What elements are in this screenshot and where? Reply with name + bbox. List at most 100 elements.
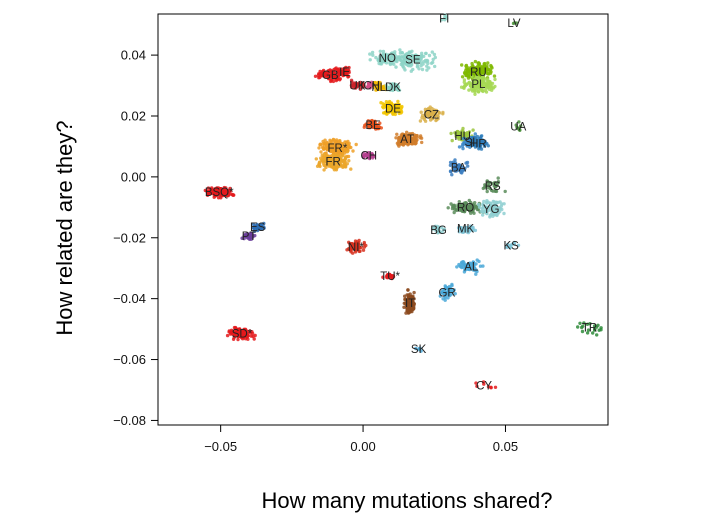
data-point-yg xyxy=(476,202,481,207)
data-point-rs xyxy=(485,189,489,194)
data-point-fr xyxy=(323,157,328,162)
data-point-de xyxy=(387,107,391,111)
cluster-label-hr: HR xyxy=(470,138,487,150)
data-point-fr xyxy=(354,142,358,147)
data-point-fr xyxy=(325,161,329,165)
data-point-ie xyxy=(335,68,340,72)
data-point-ru xyxy=(463,72,467,76)
data-point-fr xyxy=(345,150,350,154)
data-point-se xyxy=(430,50,434,54)
data-point-de xyxy=(396,99,400,104)
data-point-ro xyxy=(466,205,470,209)
data-point-be xyxy=(366,119,370,123)
data-point-rs xyxy=(492,184,496,188)
data-point-pl xyxy=(476,90,481,94)
cluster-label-al: AL xyxy=(464,262,479,274)
y-tick-label: 0.02 xyxy=(121,108,146,123)
data-point-bsq xyxy=(209,187,214,191)
data-point-at xyxy=(400,137,405,141)
data-point-bsq xyxy=(228,192,232,196)
data-point-ru xyxy=(480,64,484,69)
data-point-gb xyxy=(335,77,340,81)
data-point-it xyxy=(404,311,408,315)
data-point-ru xyxy=(460,75,465,79)
data-point-gb xyxy=(338,77,342,81)
data-point-uk xyxy=(361,82,365,87)
cluster-label-se: SE xyxy=(405,55,421,67)
data-point-ie xyxy=(346,75,350,79)
data-point-de xyxy=(395,106,399,110)
data-point-fr xyxy=(321,142,325,146)
data-point-se xyxy=(398,48,402,52)
data-point-fi xyxy=(439,18,444,22)
data-point-ro xyxy=(455,208,459,213)
data-point-pl xyxy=(480,78,485,82)
data-point-be xyxy=(379,126,383,130)
data-point-dk xyxy=(391,82,395,87)
data-point-pl xyxy=(486,80,490,84)
x-tick-label: −0.05 xyxy=(204,439,237,454)
data-point-tr xyxy=(599,326,603,330)
data-point-ua xyxy=(519,124,523,128)
data-point-de xyxy=(387,110,391,115)
cluster-gb xyxy=(313,66,346,84)
data-point-pl xyxy=(478,85,483,89)
data-point-fr xyxy=(338,140,342,145)
data-point-be xyxy=(364,122,368,126)
data-point-at xyxy=(395,132,399,136)
data-point-uk xyxy=(358,82,363,87)
data-point-pl xyxy=(490,81,495,86)
data-point-ru xyxy=(472,66,476,71)
cluster-be xyxy=(362,118,383,131)
data-point-ru xyxy=(486,61,490,65)
data-point-bsq xyxy=(212,189,216,194)
data-point-bsq xyxy=(219,190,224,195)
data-point-se xyxy=(424,51,428,56)
data-point-at xyxy=(409,132,413,136)
data-point-se xyxy=(418,61,423,65)
data-point-pl xyxy=(473,92,477,97)
data-point-ro xyxy=(468,209,472,213)
data-point-pl xyxy=(473,88,477,93)
cluster-label-sd: SD* xyxy=(232,329,253,341)
data-point-ba xyxy=(453,169,457,173)
data-point-fr xyxy=(334,168,339,172)
data-point-no xyxy=(381,52,386,56)
data-point-no xyxy=(371,53,375,57)
cluster-label-ro: RO xyxy=(457,202,474,214)
x-tick-label: 0.00 xyxy=(350,439,375,454)
data-point-hu xyxy=(461,126,465,131)
data-point-se xyxy=(420,54,424,58)
cluster-at xyxy=(394,130,424,148)
data-point-uk xyxy=(356,84,360,88)
data-point-fr xyxy=(317,146,321,150)
data-point-at xyxy=(405,139,410,144)
data-point-ro xyxy=(446,206,450,210)
data-point-sd xyxy=(225,333,230,338)
data-point-ua xyxy=(517,127,521,131)
data-point-at xyxy=(396,140,401,144)
data-point-ich xyxy=(369,84,373,88)
data-point-cz xyxy=(432,114,437,119)
data-point-bsq xyxy=(221,193,226,197)
data-point-pl xyxy=(480,87,484,92)
data-point-at xyxy=(420,140,424,145)
data-point-hu xyxy=(461,131,465,135)
data-point-lv xyxy=(511,21,516,26)
cluster-label-it: IT xyxy=(405,298,415,310)
data-point-ba xyxy=(464,161,468,165)
data-point-at xyxy=(394,136,398,140)
data-point-bsq xyxy=(228,186,232,191)
data-point-ru xyxy=(482,64,487,69)
data-point-bsq xyxy=(216,190,220,195)
data-point-pl xyxy=(463,83,468,88)
y-tick-label: −0.02 xyxy=(113,230,146,245)
data-point-fr xyxy=(343,148,347,153)
data-point-se xyxy=(410,54,414,58)
data-point-se xyxy=(397,56,401,60)
data-point-hu xyxy=(450,138,454,143)
cluster-label-rs: RS xyxy=(485,181,501,193)
data-point-gb xyxy=(331,72,336,76)
data-point-bsq xyxy=(228,189,233,193)
data-point-no xyxy=(383,55,387,59)
